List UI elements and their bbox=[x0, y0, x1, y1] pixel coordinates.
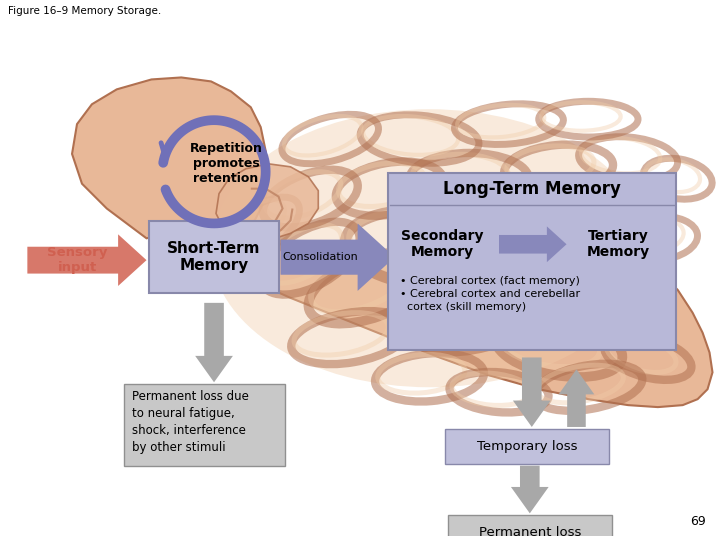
Text: Short-Term
Memory: Short-Term Memory bbox=[167, 241, 261, 273]
FancyBboxPatch shape bbox=[124, 384, 284, 465]
Text: Secondary
Memory: Secondary Memory bbox=[401, 229, 484, 259]
Text: Long-Term Memory: Long-Term Memory bbox=[443, 180, 621, 198]
FancyBboxPatch shape bbox=[150, 221, 279, 293]
Polygon shape bbox=[216, 164, 318, 248]
Polygon shape bbox=[511, 465, 549, 514]
FancyBboxPatch shape bbox=[448, 515, 612, 540]
Text: • Cerebral cortex (fact memory)
• Cerebral cortex and cerebellar
  cortex (skill: • Cerebral cortex (fact memory) • Cerebr… bbox=[400, 276, 580, 313]
Polygon shape bbox=[72, 77, 713, 407]
Text: Temporary loss: Temporary loss bbox=[477, 440, 577, 453]
Text: 69: 69 bbox=[690, 515, 706, 528]
Polygon shape bbox=[499, 226, 567, 262]
Ellipse shape bbox=[211, 109, 648, 387]
Polygon shape bbox=[195, 303, 233, 382]
Text: Permanent loss due
to neural fatigue,
shock, interference
by other stimuli: Permanent loss due to neural fatigue, sh… bbox=[132, 390, 248, 454]
Polygon shape bbox=[27, 234, 146, 286]
Polygon shape bbox=[281, 224, 395, 291]
FancyBboxPatch shape bbox=[445, 429, 608, 464]
Text: Repetition
promotes
retention: Repetition promotes retention bbox=[189, 143, 262, 185]
Text: Tertiary
Memory: Tertiary Memory bbox=[587, 229, 649, 259]
FancyBboxPatch shape bbox=[388, 173, 676, 349]
Polygon shape bbox=[513, 357, 551, 427]
Polygon shape bbox=[559, 369, 594, 427]
Text: Figure 16–9 Memory Storage.: Figure 16–9 Memory Storage. bbox=[9, 6, 162, 16]
Text: Permanent loss: Permanent loss bbox=[479, 526, 581, 539]
Text: Sensory
input: Sensory input bbox=[48, 246, 107, 274]
Text: Consolidation: Consolidation bbox=[283, 252, 359, 262]
